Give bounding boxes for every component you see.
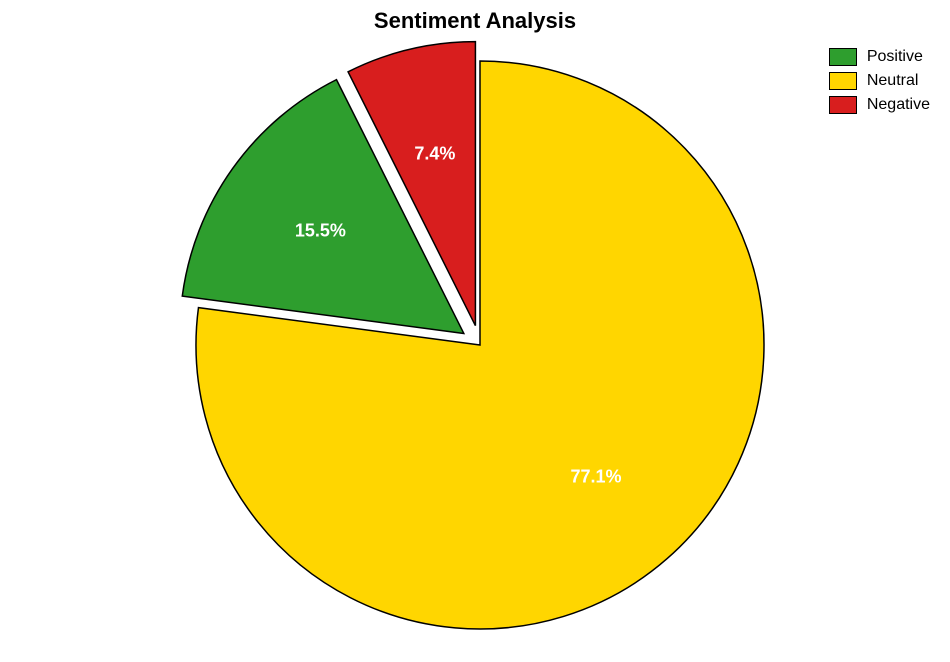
legend-item-positive: Positive [829, 48, 930, 66]
legend-label-negative: Negative [867, 96, 930, 114]
legend-swatch-positive [829, 48, 857, 66]
slice-label-positive: 15.5% [295, 221, 346, 242]
legend-label-neutral: Neutral [867, 72, 919, 90]
pie-chart [0, 0, 950, 662]
legend-item-negative: Negative [829, 96, 930, 114]
slice-label-negative: 7.4% [414, 144, 455, 165]
slice-label-neutral: 77.1% [570, 467, 621, 488]
legend-label-positive: Positive [867, 48, 923, 66]
legend-swatch-negative [829, 96, 857, 114]
legend: Positive Neutral Negative [829, 48, 930, 120]
legend-item-neutral: Neutral [829, 72, 930, 90]
legend-swatch-neutral [829, 72, 857, 90]
